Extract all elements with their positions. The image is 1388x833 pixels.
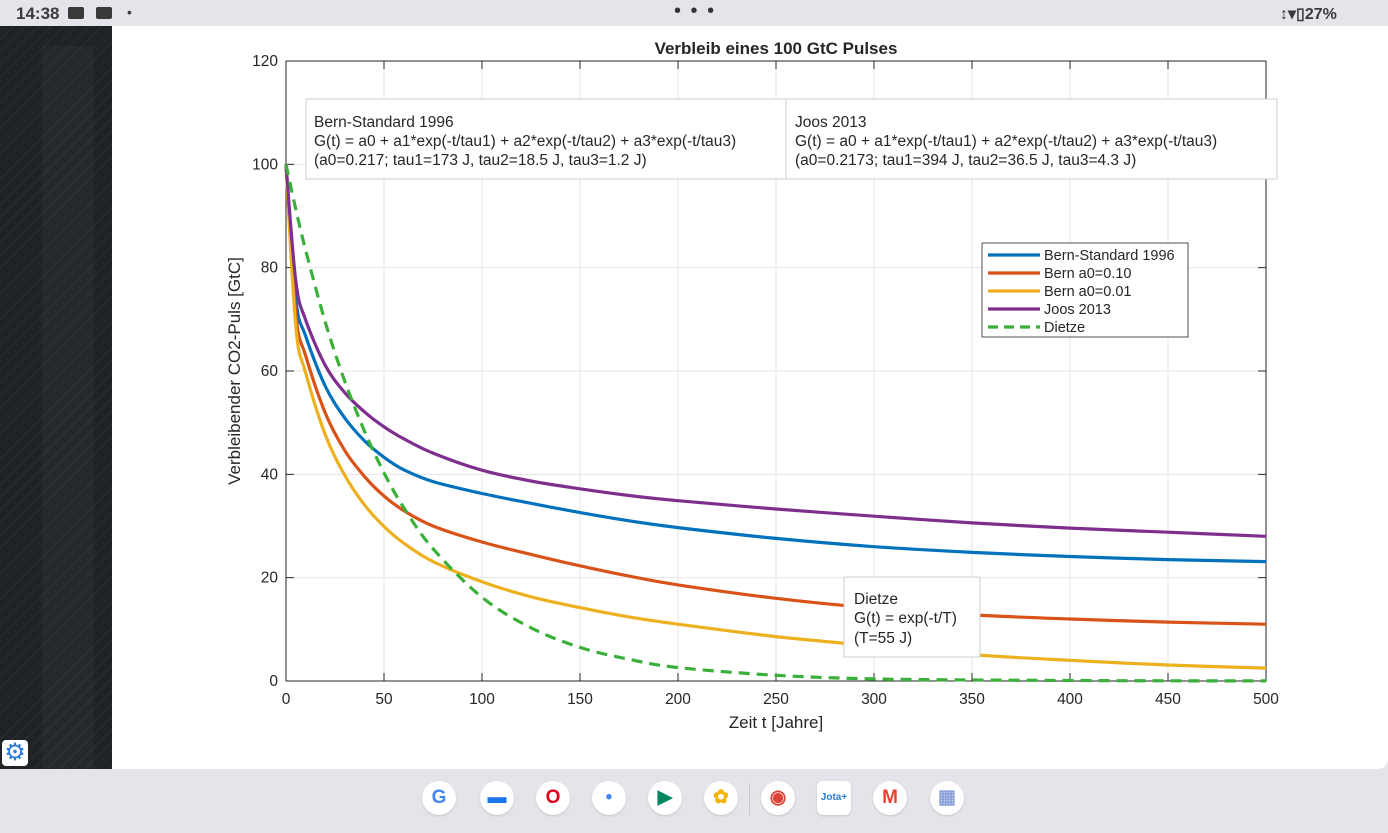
status-time: 14:38 xyxy=(16,4,60,23)
chrome-icon[interactable]: ◉ xyxy=(761,781,795,815)
photos-icon[interactable]: ✿ xyxy=(704,781,738,815)
background-panel xyxy=(0,26,112,769)
x-tick-label: 0 xyxy=(282,691,291,708)
x-tick-label: 300 xyxy=(861,691,887,708)
app-drawer-icon[interactable]: ▦ xyxy=(930,781,964,815)
opera-icon[interactable]: O xyxy=(536,781,570,815)
chart: 0 50 100 150 200 250 300 350 400 450 500 0 20 40 60 80 1… xyxy=(225,39,1279,732)
y-tick-label: 0 xyxy=(269,673,278,690)
assistant-icon[interactable]: • xyxy=(592,781,626,815)
annotation-line: G(t) = a0 + a1*exp(-t/tau1) + a2*exp(-t/… xyxy=(795,133,1217,150)
x-tick-label: 50 xyxy=(375,691,393,708)
chart-legend: Bern-Standard 1996 Bern a0=0.10 Bern a0=0.… xyxy=(981,242,1189,338)
x-tick-label: 200 xyxy=(665,691,691,708)
x-tick-label: 500 xyxy=(1253,691,1279,708)
x-axis-label: Zeit t [Jahre] xyxy=(729,713,823,732)
x-tick-label: 450 xyxy=(1155,691,1181,708)
series-line-bern-standard-1996 xyxy=(284,164,1267,564)
y-tick-label: 40 xyxy=(261,466,279,483)
wifi-icon: ▾ xyxy=(1288,6,1297,23)
annotation-bern: Bern-Standard 1996 G(t) = a0 + a1*exp(-t… xyxy=(305,98,787,180)
battery-icon: ▯ xyxy=(1296,6,1305,23)
status-bar: 14:38 • • • • ↕▾▯27% xyxy=(0,0,1388,26)
annotation-line: Joos 2013 xyxy=(795,114,867,131)
youtube-icon xyxy=(96,7,112,19)
y-tick-label: 120 xyxy=(252,53,278,70)
figure-window: 0 50 100 150 200 250 300 350 400 450 500 0 20 40 60 80 1… xyxy=(112,26,1388,769)
x-tick-label: 150 xyxy=(567,691,593,708)
annotation-line: (T=55 J) xyxy=(854,630,912,647)
x-tick-label: 350 xyxy=(959,691,985,708)
settings-gear-icon[interactable]: ⚙ xyxy=(2,740,28,766)
play-store-icon[interactable]: ▶ xyxy=(648,781,682,815)
y-tick-label: 80 xyxy=(261,260,279,277)
taskbar-dock: G ▬ O • ▶ ✿ ◉ Jota+ M ▦ xyxy=(0,769,1388,833)
annotation-line: G(t) = exp(-t/T) xyxy=(854,610,957,627)
legend-label: Dietze xyxy=(1044,320,1085,336)
y-tick-label: 100 xyxy=(252,156,278,173)
gmail-icon[interactable]: M xyxy=(873,781,907,815)
annotation-line: G(t) = a0 + a1*exp(-t/tau1) + a2*exp(-t/… xyxy=(314,133,736,150)
legend-label: Bern a0=0.01 xyxy=(1044,284,1131,300)
legend-label: Bern-Standard 1996 xyxy=(1044,248,1175,264)
panel-strip xyxy=(42,46,94,769)
x-tick-label: 400 xyxy=(1057,691,1083,708)
jota-icon[interactable]: Jota+ xyxy=(817,781,851,815)
legend-label: Bern a0=0.10 xyxy=(1044,266,1131,282)
battery-percent: 27% xyxy=(1304,6,1337,23)
y-tick-label: 20 xyxy=(261,570,279,587)
annotation-line: (a0=0.2173; tau1=394 J, tau2=36.5 J, tau… xyxy=(795,152,1136,169)
google-icon[interactable]: G xyxy=(422,781,456,815)
y-tick-label: 60 xyxy=(261,363,279,380)
series-line-joos-2013 xyxy=(284,164,1267,538)
y-axis-label: Verbleibender CO2-Puls [GtC] xyxy=(225,257,244,485)
youtube-icon xyxy=(68,7,84,19)
legend-label: Joos 2013 xyxy=(1044,302,1111,318)
vibrate-icon: ↕ xyxy=(1280,6,1288,23)
status-indicators: ↕▾▯27% xyxy=(1280,4,1337,24)
chart-title: Verbleib eines 100 GtC Pulses xyxy=(655,39,898,58)
annotation-line: Bern-Standard 1996 xyxy=(314,114,454,131)
x-tick-label: 250 xyxy=(763,691,789,708)
dock-separator xyxy=(749,783,750,815)
series-line-dietze xyxy=(284,163,1267,683)
annotation-line: Dietze xyxy=(854,591,898,608)
notification-dot: • xyxy=(127,4,132,20)
annotation-dietze: Dietze G(t) = exp(-t/T) (T=55 J) xyxy=(843,576,981,658)
x-tick-label: 100 xyxy=(469,691,495,708)
annotation-joos: Joos 2013 G(t) = a0 + a1*exp(-t/tau1) + … xyxy=(785,98,1278,180)
annotation-line: (a0=0.217; tau1=173 J, tau2=18.5 J, tau3… xyxy=(314,152,647,169)
chart-series xyxy=(284,163,1267,683)
messages-icon[interactable]: ▬ xyxy=(480,781,514,815)
window-menu-icon[interactable]: • • • xyxy=(674,0,717,22)
chart-ticks: 0 50 100 150 200 250 300 350 400 450 500 0 20 40 60 80 1… xyxy=(252,53,1279,708)
